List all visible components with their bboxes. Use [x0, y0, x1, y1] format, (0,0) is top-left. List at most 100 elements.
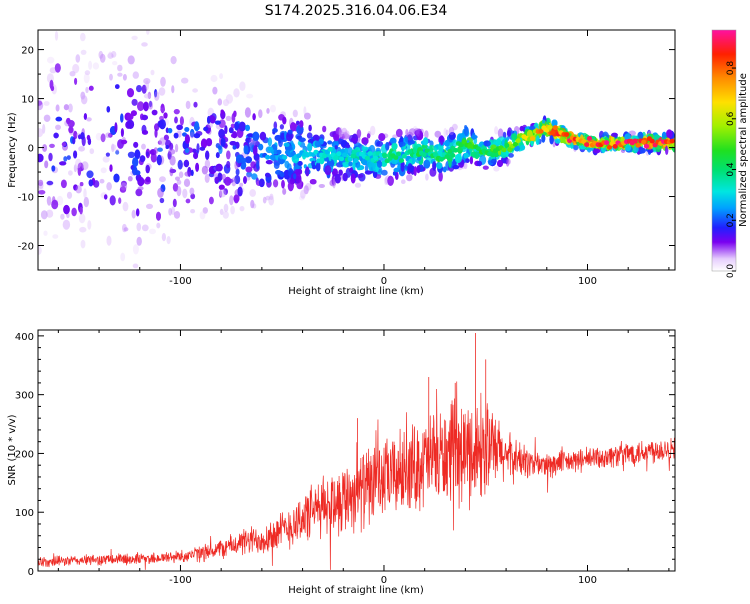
spectrogram-ridge-point [612, 144, 618, 149]
spectrogram-cell [239, 182, 244, 187]
spectrogram-cell [132, 71, 139, 79]
spectrogram-cell [204, 173, 210, 183]
spectrogram-cell [287, 129, 293, 135]
spectrogram-cell [156, 222, 161, 229]
spectrogram-cell [169, 167, 174, 177]
spectrogram-xtick-label: 0 [381, 276, 387, 287]
spectrogram-cell [406, 131, 414, 141]
spectrogram-ridge-point [649, 138, 655, 144]
spectrogram-cell [269, 193, 274, 200]
spectrogram-cell [217, 98, 223, 106]
spectrogram-cell [356, 129, 362, 138]
spectrogram-cell [178, 171, 184, 178]
spectrogram-cell [463, 162, 468, 170]
spectrogram-cell [153, 147, 158, 155]
spectrogram-cell [273, 162, 280, 169]
spectrogram-cell [87, 220, 92, 230]
spectrogram-cell [145, 164, 150, 174]
spectrogram-cell [181, 77, 189, 84]
spectrogram-cell [146, 151, 149, 157]
spectrogram-cell [127, 151, 135, 158]
spectrogram-ridge-point [529, 136, 536, 141]
spectrogram-cell [448, 132, 456, 140]
spectrogram-cell [62, 219, 71, 230]
spectrogram-cell [497, 128, 504, 139]
spectrogram-cell [68, 103, 73, 113]
spectrogram-cell [54, 63, 61, 73]
spectrogram-cell [493, 166, 500, 172]
spectrogram-cell [443, 127, 448, 138]
spectrogram-cell [541, 134, 546, 143]
spectrogram-xtick-label: -100 [169, 276, 192, 287]
spectrogram-cell [105, 132, 111, 138]
spectrogram-cell [83, 73, 90, 84]
snr-xtick-label: 0 [381, 575, 387, 586]
spectrogram-cell [193, 133, 201, 139]
spectrogram-cell [398, 141, 406, 147]
spectrogram-cell [79, 206, 83, 215]
spectrogram-cell [160, 107, 165, 112]
spectrogram-cell [273, 179, 279, 188]
spectrogram-cell [356, 174, 364, 178]
spectrogram-cell [105, 152, 110, 157]
spectrogram-cell [218, 119, 226, 128]
spectrogram-cell [448, 126, 455, 136]
spectrogram-cell [80, 91, 86, 100]
spectrogram-cell [83, 196, 90, 208]
spectrogram-ridge-point [339, 156, 345, 162]
spectrogram-cell [69, 71, 76, 77]
spectrogram-cell [55, 104, 60, 112]
spectrogram-cell [204, 173, 210, 183]
spectrogram-cell [304, 112, 311, 120]
spectrogram-ridge-point [453, 147, 459, 153]
spectrogram-cell [245, 156, 252, 164]
spectrogram-cell [428, 144, 436, 151]
colorbar-tick-label: 0.2 [726, 213, 736, 227]
spectrogram-cell [44, 160, 49, 169]
spectrogram-cell [111, 143, 115, 153]
spectrogram-cell [454, 153, 462, 164]
spectrogram-ridge-point [438, 156, 444, 162]
spectrogram-cell [192, 88, 199, 93]
spectrogram-cell [267, 137, 273, 147]
spectrogram-cell [38, 245, 42, 255]
spectrogram-cell [72, 63, 80, 74]
spectrogram-cell [148, 101, 154, 110]
spectrogram-cell [132, 71, 139, 79]
spectrogram-cell [108, 51, 112, 57]
spectrogram-cell [258, 109, 263, 119]
colorbar-gradient [712, 30, 736, 271]
spectrogram-cell [88, 60, 93, 70]
spectrogram-cell [258, 178, 265, 188]
spectrogram-cell [109, 73, 113, 81]
spectrogram-cell [239, 81, 246, 91]
spectrogram-cell [165, 145, 170, 149]
spectrogram-cell [445, 129, 449, 136]
spectrogram-cell [423, 137, 429, 146]
spectrogram-cell [233, 88, 240, 98]
spectrogram-cell [230, 205, 235, 215]
spectrogram-cell [80, 239, 86, 249]
spectrogram-cell [106, 182, 112, 191]
spectrogram-cell [218, 145, 222, 150]
spectrogram-cell [68, 170, 73, 176]
snr-ytick-label: 300 [15, 391, 34, 402]
spectrogram-cell [226, 160, 231, 169]
spectrogram-cell [217, 98, 223, 106]
spectrogram-cell [413, 166, 417, 177]
spectrogram-cell [413, 128, 420, 135]
spectrogram-cell [43, 101, 50, 106]
spectrogram-cell [168, 148, 176, 155]
spectrogram-cell [169, 168, 177, 174]
spectrogram-cell [444, 139, 450, 147]
spectrogram-cell [285, 132, 293, 142]
spectrogram-cell [69, 71, 76, 77]
spectrogram-cell [341, 127, 348, 136]
spectrogram-cell [223, 203, 229, 213]
spectrogram-cell [244, 107, 251, 118]
spectrogram-cell [156, 211, 161, 221]
spectrogram-cell [51, 165, 56, 172]
spectrogram-cell [99, 53, 106, 63]
spectrogram-cell [401, 179, 406, 184]
